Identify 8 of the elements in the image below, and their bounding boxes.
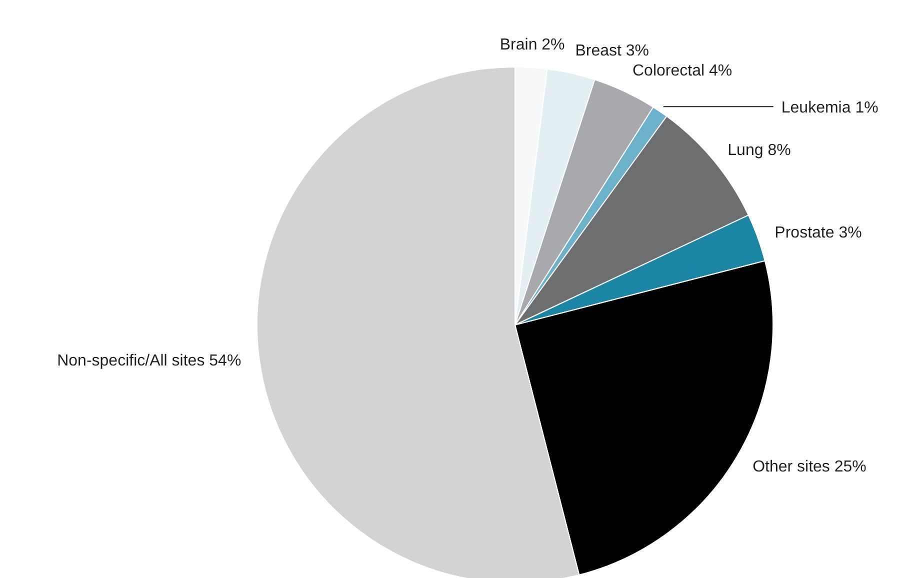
- slice-label: Non-specific/All sites 54%: [57, 352, 242, 370]
- slice-label: Brain 2%: [500, 36, 565, 54]
- slice-label: Prostate 3%: [774, 224, 862, 242]
- slice-label: Lung 8%: [728, 142, 791, 160]
- slice-label: Other sites 25%: [752, 458, 866, 476]
- slice-label: Colorectal 4%: [632, 62, 732, 80]
- slice-label: Breast 3%: [575, 42, 650, 60]
- slice-label: Leukemia 1%: [781, 100, 878, 117]
